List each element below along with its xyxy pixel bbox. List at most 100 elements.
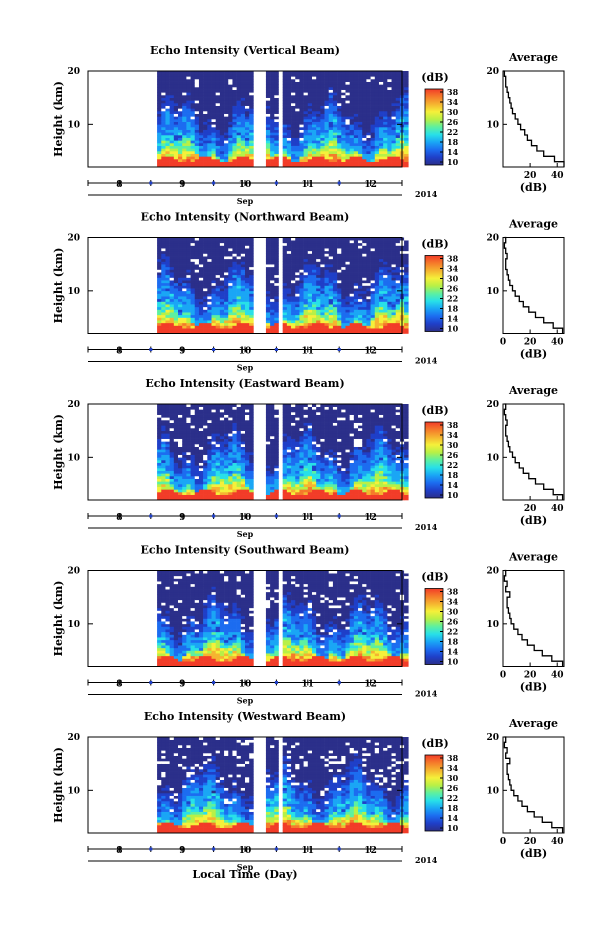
average-x-label: (dB) bbox=[520, 348, 547, 361]
colorbar-tick-label: 30 bbox=[447, 440, 459, 450]
y-axis-label: Height (km) bbox=[52, 747, 65, 823]
average-y-tick-label: 20 bbox=[486, 733, 499, 743]
colorbar-tick-label: 10 bbox=[447, 490, 459, 500]
average-title: Average bbox=[508, 551, 558, 564]
panel-1: Echo Intensity (Vertical Beam)2010Height… bbox=[52, 44, 565, 206]
x-tick-marker bbox=[212, 181, 216, 185]
colorbar-tick-label: 34 bbox=[447, 97, 459, 107]
x-tick-marker bbox=[212, 681, 216, 684]
average-x-label: (dB) bbox=[520, 181, 547, 194]
average-profile-line bbox=[503, 236, 564, 334]
colorbar-tick-label: 26 bbox=[447, 450, 459, 460]
colorbar-tick-label: 18 bbox=[447, 637, 459, 647]
average-x-tick-label: 40 bbox=[551, 171, 564, 181]
x-tick-marker bbox=[337, 181, 341, 185]
x-tick-marker bbox=[337, 348, 341, 351]
average-y-tick-label: 10 bbox=[486, 620, 499, 630]
average-x-label: (dB) bbox=[520, 681, 547, 694]
x-tick-marker bbox=[149, 847, 153, 851]
average-x-label: (dB) bbox=[520, 514, 547, 527]
panel-title: Echo Intensity (Vertical Beam) bbox=[150, 44, 340, 57]
y-axis-label: Height (km) bbox=[52, 81, 65, 157]
year-label: 2014 bbox=[415, 356, 438, 366]
average-frame bbox=[502, 237, 565, 334]
average-y-tick-label: 10 bbox=[486, 120, 499, 130]
x-tick-marker bbox=[274, 681, 278, 684]
colorbar-unit: (dB) bbox=[421, 238, 448, 251]
colorbar-tick-label: 26 bbox=[447, 783, 459, 793]
x-tick-marker bbox=[149, 181, 153, 185]
x-tick-marker bbox=[212, 847, 216, 851]
y-axis-label: Height (km) bbox=[52, 414, 65, 490]
x-tick-marker bbox=[274, 181, 278, 185]
year-label: 2014 bbox=[415, 689, 438, 699]
y-axis-label: Height (km) bbox=[52, 581, 65, 657]
average-y-tick-label: 20 bbox=[486, 400, 499, 410]
average-x-tick-label: 40 bbox=[551, 338, 564, 348]
month-label: Sep bbox=[237, 529, 254, 539]
panel-title: Echo Intensity (Southward Beam) bbox=[141, 544, 350, 557]
colorbar-tick-label: 30 bbox=[447, 607, 459, 617]
y-axis-label: Height (km) bbox=[52, 248, 65, 324]
echo-heatmap bbox=[157, 237, 409, 334]
x-tick-marker bbox=[337, 681, 341, 684]
y-tick-label: 10 bbox=[67, 453, 80, 463]
average-y-tick-label: 20 bbox=[486, 567, 499, 577]
colorbar-unit: (dB) bbox=[421, 571, 448, 584]
colorbar-unit: (dB) bbox=[421, 404, 448, 417]
panel-frame bbox=[87, 403, 403, 501]
y-tick-label: 20 bbox=[67, 67, 80, 77]
y-tick-label: 10 bbox=[67, 620, 80, 630]
x-tick-marker bbox=[274, 514, 278, 518]
colorbar-tick-label: 22 bbox=[447, 460, 458, 470]
colorbar-tick-label: 10 bbox=[447, 823, 459, 833]
year-label: 2014 bbox=[415, 189, 438, 199]
colorbar-tick-label: 14 bbox=[447, 647, 459, 657]
average-x-label: (dB) bbox=[520, 847, 547, 860]
average-profile-line bbox=[503, 70, 565, 167]
average-profile-line bbox=[503, 403, 564, 500]
colorbar-tick-label: 14 bbox=[447, 314, 459, 324]
colorbar-tick-label: 18 bbox=[447, 470, 459, 480]
average-frame bbox=[502, 403, 565, 501]
colorbar bbox=[424, 754, 444, 832]
colorbar-unit: (dB) bbox=[421, 71, 448, 84]
x-tick-label: 10 bbox=[239, 513, 252, 523]
echo-heatmap bbox=[157, 570, 409, 667]
colorbar-tick-label: 38 bbox=[447, 87, 459, 97]
y-tick-label: 20 bbox=[67, 400, 80, 410]
colorbar-tick-label: 10 bbox=[447, 157, 459, 167]
x-tick-label: 11 bbox=[302, 846, 315, 856]
average-title: Average bbox=[508, 218, 558, 231]
month-label: Sep bbox=[237, 363, 254, 373]
colorbar-tick-label: 18 bbox=[447, 803, 459, 813]
x-tick-label: 11 bbox=[302, 180, 315, 190]
x-tick-label: 8 bbox=[116, 513, 122, 523]
x-tick-marker bbox=[149, 681, 153, 684]
average-frame bbox=[502, 70, 565, 168]
panel-frame bbox=[87, 736, 403, 834]
x-tick-label: 10 bbox=[239, 680, 252, 690]
panel-frame bbox=[87, 237, 403, 334]
colorbar-tick-label: 26 bbox=[447, 284, 459, 294]
x-tick-label: 12 bbox=[364, 347, 377, 357]
colorbar-tick-label: 18 bbox=[447, 137, 459, 147]
average-x-tick-label: 20 bbox=[524, 837, 537, 847]
year-label: 2014 bbox=[415, 855, 438, 865]
average-frame bbox=[502, 736, 565, 834]
colorbar bbox=[424, 88, 444, 166]
x-tick-label: 12 bbox=[364, 846, 377, 856]
x-tick-marker bbox=[337, 514, 341, 518]
colorbar-tick-label: 10 bbox=[447, 324, 459, 334]
colorbar-tick-label: 14 bbox=[447, 147, 459, 157]
average-x-tick-label: 40 bbox=[551, 837, 564, 847]
colorbar-tick-label: 18 bbox=[447, 304, 459, 314]
colorbar-tick-label: 30 bbox=[447, 274, 459, 284]
y-tick-label: 10 bbox=[67, 120, 80, 130]
x-tick-label: 9 bbox=[179, 347, 185, 357]
x-tick-marker bbox=[212, 514, 216, 518]
y-tick-label: 20 bbox=[67, 733, 80, 743]
colorbar-tick-label: 10 bbox=[447, 657, 459, 667]
x-tick-marker bbox=[149, 514, 153, 518]
